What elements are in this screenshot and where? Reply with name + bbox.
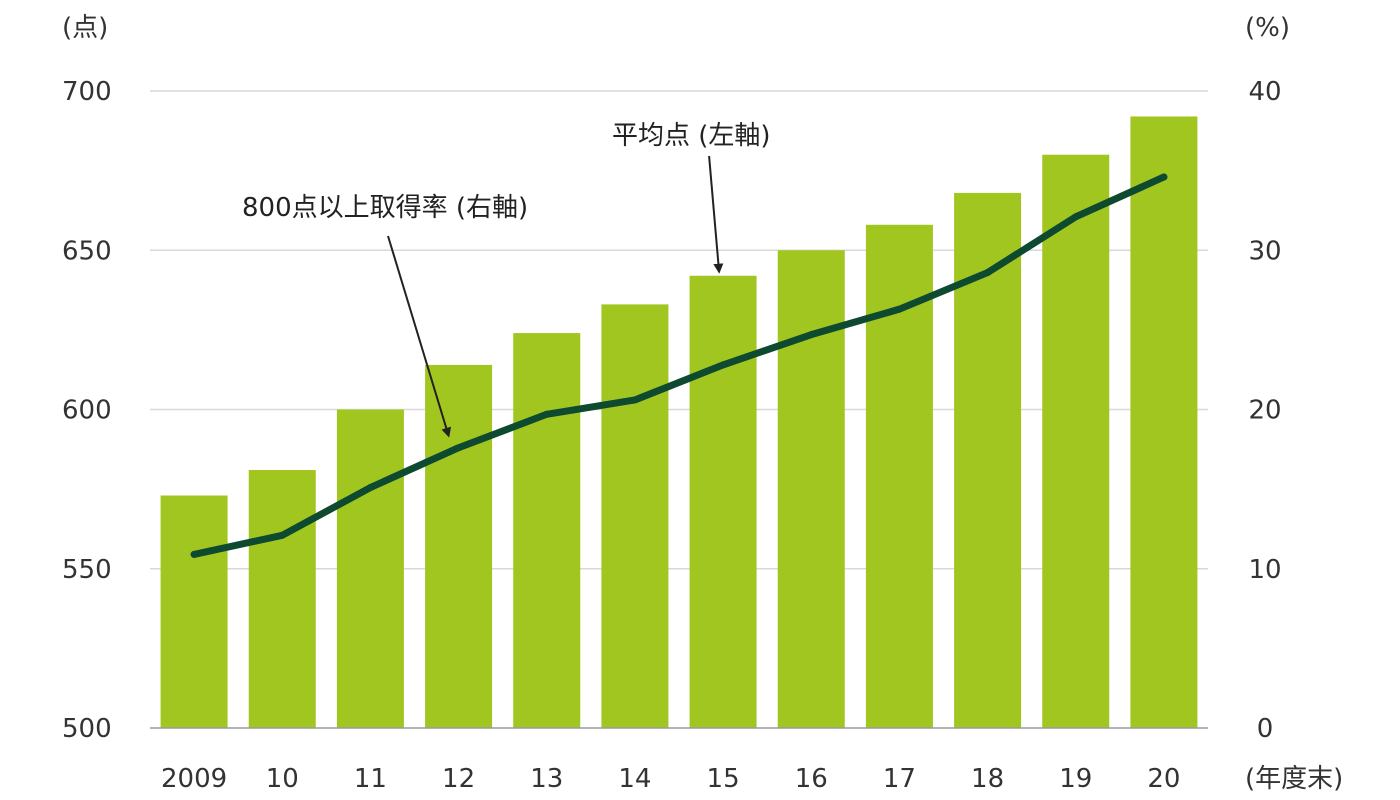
line-point xyxy=(1160,173,1168,181)
x-tick-label: 12 xyxy=(442,764,475,794)
x-tick-label: 14 xyxy=(618,764,651,794)
line-point xyxy=(807,331,815,339)
x-tick-label: 11 xyxy=(354,764,387,794)
line-point xyxy=(455,444,463,452)
left-axis-unit: (点) xyxy=(62,13,108,43)
line-point xyxy=(631,396,639,404)
right-tick-label: 40 xyxy=(1248,77,1281,107)
x-tick-label: 17 xyxy=(883,764,916,794)
annotation-bar-series: 平均点 (左軸) xyxy=(612,121,771,151)
right-tick-label: 20 xyxy=(1248,396,1281,426)
x-tick-label: 15 xyxy=(707,764,740,794)
x-tick-label: 13 xyxy=(530,764,563,794)
left-tick-label: 650 xyxy=(62,236,112,266)
series-line xyxy=(190,173,1168,558)
x-axis-unit: (年度末) xyxy=(1245,764,1343,794)
bar xyxy=(513,333,581,728)
line-point xyxy=(190,550,198,558)
left-axis-ticks: 500 550 600 650 700 xyxy=(62,77,112,744)
x-tick-label: 20 xyxy=(1147,764,1180,794)
annotation-arrow-bar xyxy=(708,155,724,274)
line-point xyxy=(1072,213,1080,221)
bar xyxy=(1130,116,1198,729)
line-point xyxy=(543,410,551,418)
bar xyxy=(777,250,845,728)
left-tick-label: 600 xyxy=(62,396,112,426)
bar xyxy=(689,275,757,728)
gridlines xyxy=(150,90,1208,570)
bar xyxy=(248,470,316,728)
line-point xyxy=(719,361,727,369)
x-tick-label: 19 xyxy=(1059,764,1092,794)
x-tick-label: 10 xyxy=(266,764,299,794)
annotation-line-series: 800点以上取得率 (右軸) xyxy=(242,193,528,223)
bar xyxy=(1042,154,1110,728)
right-tick-label: 30 xyxy=(1248,236,1281,266)
x-tick-label: 16 xyxy=(795,764,828,794)
x-tick-label: 2009 xyxy=(161,764,227,794)
bar xyxy=(601,304,669,728)
x-axis-ticks: 2009 10 11 12 13 14 15 16 17 18 19 20 xyxy=(161,764,1180,794)
bar xyxy=(160,495,228,728)
line-point xyxy=(984,269,992,277)
right-axis-unit: (%) xyxy=(1245,13,1290,43)
line-point xyxy=(366,484,374,492)
left-tick-label: 550 xyxy=(62,555,112,585)
annotation-arrow-line xyxy=(387,235,452,438)
right-axis-ticks: 0 10 20 30 40 xyxy=(1248,77,1281,744)
left-tick-label: 700 xyxy=(62,77,112,107)
bar-series xyxy=(160,116,1198,729)
bar xyxy=(336,409,404,728)
line-series xyxy=(190,173,1168,558)
left-tick-label: 500 xyxy=(62,714,112,744)
right-tick-label: 10 xyxy=(1248,555,1281,585)
right-tick-label: 0 xyxy=(1257,714,1274,744)
line-point xyxy=(278,531,286,539)
bar xyxy=(425,364,493,728)
line-point xyxy=(895,305,903,313)
x-tick-label: 18 xyxy=(971,764,1004,794)
